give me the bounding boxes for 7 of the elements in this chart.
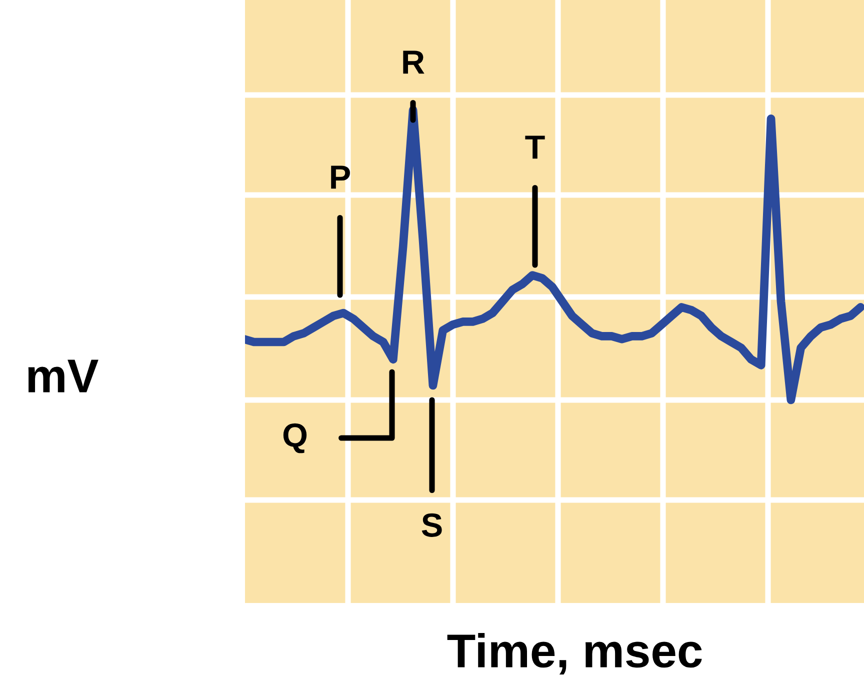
text: Q — [283, 423, 307, 454]
annotation: T — [525, 136, 545, 159]
annotation: P — [331, 166, 350, 189]
text: R — [403, 50, 424, 74]
x-axis-title: Time, msec — [447, 632, 702, 675]
y-axis-title: mV — [28, 360, 98, 392]
text: S — [422, 513, 442, 537]
